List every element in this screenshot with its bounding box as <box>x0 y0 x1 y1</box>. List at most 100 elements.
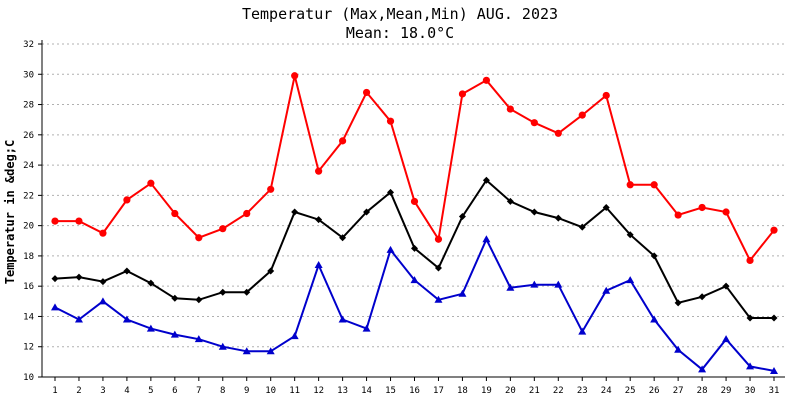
y-tick-label: 22 <box>23 191 34 201</box>
data-point <box>98 297 107 305</box>
data-point <box>219 225 227 233</box>
data-point <box>387 188 395 196</box>
data-point <box>602 286 611 294</box>
data-point <box>722 335 731 343</box>
data-point <box>74 315 83 323</box>
data-point <box>147 279 155 287</box>
data-point <box>650 315 659 323</box>
x-tick-label: 10 <box>265 386 276 396</box>
x-tick-label: 8 <box>220 386 225 396</box>
data-point <box>674 211 682 219</box>
data-point <box>458 213 466 221</box>
data-point <box>171 209 179 218</box>
y-axis-label: Temperatur in &deg;C <box>3 140 17 285</box>
data-point <box>602 91 610 100</box>
data-point <box>698 365 707 373</box>
data-point <box>554 129 562 137</box>
y-tick-label: 14 <box>23 312 34 322</box>
y-tick-label: 20 <box>23 222 34 232</box>
data-point <box>123 267 131 275</box>
x-tick-label: 18 <box>457 386 468 396</box>
data-point <box>410 197 419 206</box>
x-tick-label: 28 <box>697 386 708 396</box>
x-tick-label: 19 <box>481 386 492 396</box>
data-point <box>267 185 275 193</box>
x-tick-label: 15 <box>385 386 396 396</box>
data-point <box>338 315 347 323</box>
data-point <box>458 289 467 297</box>
data-point <box>362 88 371 97</box>
x-tick-label: 25 <box>625 386 636 396</box>
data-point <box>626 181 634 189</box>
x-tick-label: 27 <box>673 386 684 396</box>
x-tick-label: 13 <box>337 386 348 396</box>
data-point <box>722 208 730 216</box>
x-tick-label: 23 <box>577 386 588 396</box>
data-point <box>170 330 179 338</box>
data-point <box>674 299 682 307</box>
data-point <box>626 231 634 239</box>
data-point <box>195 296 203 304</box>
data-point <box>75 217 83 225</box>
x-tick-label: 17 <box>433 386 444 396</box>
data-point <box>146 324 155 332</box>
data-point <box>291 208 299 216</box>
data-point <box>75 273 83 281</box>
data-point <box>219 288 227 296</box>
x-tick-label: 6 <box>172 386 177 396</box>
data-point <box>482 76 490 84</box>
x-tick-label: 5 <box>148 386 153 396</box>
series-line <box>55 75 775 263</box>
data-point <box>122 315 131 323</box>
x-tick-label: 16 <box>409 386 420 396</box>
data-point <box>650 252 658 260</box>
data-point <box>458 90 467 98</box>
series-circle <box>51 72 778 265</box>
data-point <box>554 214 562 222</box>
data-point <box>315 167 323 175</box>
x-tick-label: 12 <box>313 386 324 396</box>
data-point <box>242 347 251 355</box>
x-tick-label: 11 <box>289 386 300 396</box>
data-point <box>578 111 586 119</box>
data-point <box>243 288 251 296</box>
x-tick-label: 4 <box>124 386 129 396</box>
data-point <box>674 345 683 353</box>
data-point <box>482 235 491 243</box>
data-point <box>482 176 490 184</box>
data-point <box>722 282 730 290</box>
data-point <box>51 275 59 283</box>
data-point <box>434 295 443 303</box>
data-point <box>51 217 59 225</box>
data-point <box>770 314 778 322</box>
data-point <box>410 276 419 284</box>
x-tick-label: 1 <box>52 386 57 396</box>
data-point <box>698 293 706 301</box>
x-tick-label: 22 <box>553 386 564 396</box>
data-point <box>746 362 755 370</box>
data-point <box>602 203 610 211</box>
y-tick-label: 12 <box>23 343 34 353</box>
data-point <box>530 208 538 216</box>
data-point <box>218 342 227 350</box>
data-point <box>123 196 131 204</box>
data-point <box>99 229 107 237</box>
data-point <box>99 278 107 286</box>
data-point <box>578 327 587 335</box>
data-point <box>339 137 347 145</box>
series-layer <box>51 72 778 374</box>
data-point <box>770 226 778 234</box>
data-point <box>650 181 658 189</box>
data-point <box>554 280 563 288</box>
y-tick-label: 18 <box>23 252 34 262</box>
x-tick-label: 14 <box>361 386 372 396</box>
data-point <box>434 235 443 243</box>
data-point <box>578 223 586 231</box>
y-tick-label: 26 <box>23 131 34 141</box>
x-tick-label: 30 <box>745 386 756 396</box>
y-tick-label: 10 <box>23 373 34 383</box>
data-point <box>243 209 251 218</box>
